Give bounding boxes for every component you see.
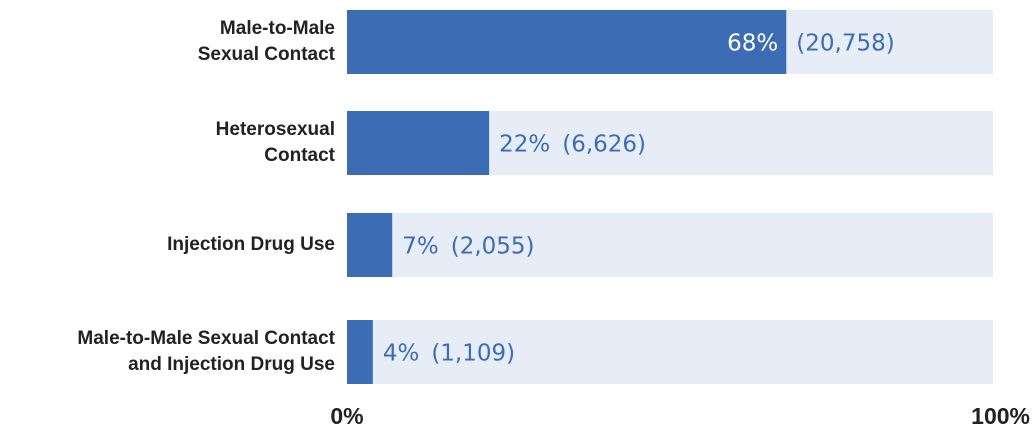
bar-track xyxy=(347,213,993,277)
value-label: 4% xyxy=(383,341,420,367)
category-label: Male-to-Male Sexual Contact xyxy=(77,328,335,349)
value-label: 7% xyxy=(402,234,439,260)
x-tick-label: 0% xyxy=(330,403,363,429)
bar xyxy=(347,320,373,384)
category-label: and Injection Drug Use xyxy=(128,354,335,375)
category-label: Heterosexual xyxy=(216,119,335,140)
bar-track xyxy=(347,320,993,384)
count-label: (20,758) xyxy=(796,31,894,57)
category-label: Injection Drug Use xyxy=(167,234,335,255)
category-label: Contact xyxy=(264,145,335,166)
count-label: (1,109) xyxy=(431,341,515,367)
value-label: 68% xyxy=(727,31,778,57)
category-label: Sexual Contact xyxy=(198,44,336,65)
bar xyxy=(347,10,787,74)
category-label: Male-to-Male xyxy=(220,18,335,39)
bar xyxy=(347,213,393,277)
x-tick-label: 100% xyxy=(971,403,1030,429)
value-label: 22% xyxy=(499,132,550,158)
count-label: (6,626) xyxy=(562,132,646,158)
bar xyxy=(347,111,490,175)
count-label: (2,055) xyxy=(451,234,535,260)
